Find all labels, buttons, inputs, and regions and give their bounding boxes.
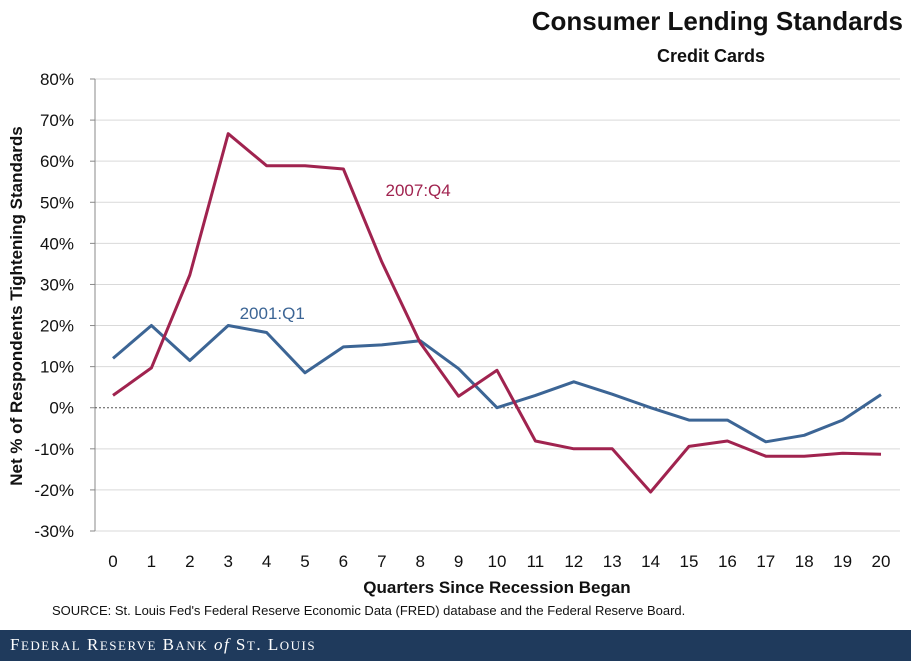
- x-tick-label: 20: [872, 552, 891, 571]
- source-note: SOURCE: St. Louis Fed's Federal Reserve …: [52, 603, 686, 618]
- series-annotation: 2001:Q1: [240, 304, 305, 323]
- x-tick-label: 11: [527, 552, 545, 571]
- y-tick-label: 0%: [49, 399, 74, 418]
- x-axis-label: Quarters Since Recession Began: [363, 578, 631, 597]
- x-tick-label: 6: [339, 552, 348, 571]
- series-line-2001-q1: [112, 324, 882, 444]
- x-tick-label: 13: [603, 552, 622, 571]
- x-tick-label: 9: [454, 552, 463, 571]
- x-tick-label: 5: [300, 552, 309, 571]
- x-tick-label: 2: [185, 552, 194, 571]
- x-tick-label: 16: [718, 552, 737, 571]
- x-tick-label: 0: [108, 552, 117, 571]
- x-tick-label: 10: [488, 552, 507, 571]
- x-tick-label: 8: [415, 552, 424, 571]
- y-tick-label: 50%: [40, 193, 74, 212]
- x-tick-label: 14: [641, 552, 660, 571]
- chart-title: Consumer Lending Standards: [531, 6, 903, 36]
- y-tick-label: 30%: [40, 275, 74, 294]
- x-tick-label: 3: [223, 552, 232, 571]
- footer-bar: FEDERAL RESERVE BANK of ST. LOUIS: [0, 630, 911, 661]
- x-tick-label: 18: [795, 552, 814, 571]
- x-tick-label: 15: [680, 552, 699, 571]
- y-tick-label: -20%: [34, 481, 74, 500]
- x-tick-label: 17: [756, 552, 775, 571]
- y-tick-label: -10%: [34, 440, 74, 459]
- y-tick-label: 80%: [40, 70, 74, 89]
- x-tick-label: 1: [147, 552, 156, 571]
- x-tick-label: 12: [564, 552, 583, 571]
- series-line-2007-q4: [112, 132, 882, 494]
- y-tick-label: 10%: [40, 358, 74, 377]
- x-tick-label: 4: [262, 552, 271, 571]
- chart-subtitle: Credit Cards: [656, 46, 766, 66]
- line-chart: 80% 70% 60% 50% 40% 30% 20% 10% 0% -10% -20% -30% 0 1…: [34, 70, 900, 571]
- y-tick-label: -30%: [34, 522, 74, 541]
- series-annotation: 2007:Q4: [386, 181, 451, 200]
- y-tick-label: 20%: [40, 317, 74, 336]
- y-tick-label: 40%: [40, 234, 74, 253]
- y-tick-label: 60%: [40, 152, 74, 171]
- footer-logo-text: FEDERAL RESERVE BANK of ST. LOUIS: [10, 635, 317, 654]
- x-tick-label: 7: [377, 552, 386, 571]
- x-tick-label: 19: [833, 552, 852, 571]
- y-tick-label: 70%: [40, 111, 74, 130]
